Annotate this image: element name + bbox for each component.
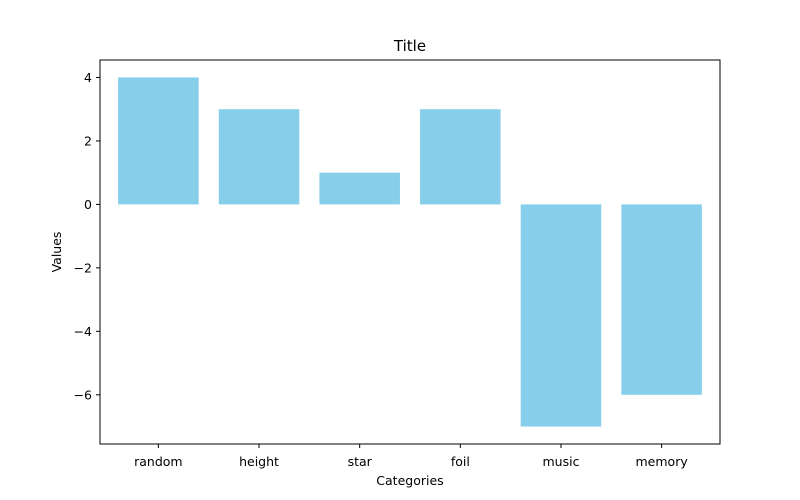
y-tick-label: 2 xyxy=(84,133,92,148)
y-tick-label: −4 xyxy=(74,324,92,339)
y-tick-label: −6 xyxy=(74,387,92,402)
y-axis-title: Values xyxy=(49,232,64,273)
bar-foil xyxy=(420,109,501,205)
y-tick-label: −2 xyxy=(74,260,92,275)
x-tick-label-foil: foil xyxy=(451,454,470,469)
bar-music xyxy=(520,204,602,427)
y-axis: 4 2 0 −2 −4 −6 xyxy=(74,70,100,402)
bars-layer xyxy=(118,77,702,427)
x-tick-label-random: random xyxy=(134,454,182,469)
y-tick-label: 0 xyxy=(84,197,92,212)
chart-title: Title xyxy=(393,37,426,55)
x-tick-label-star: star xyxy=(348,454,373,469)
bar-random xyxy=(118,77,199,205)
x-tick-label-memory: memory xyxy=(636,454,689,469)
bar-height xyxy=(218,109,300,205)
x-tick-label-height: height xyxy=(239,454,279,469)
plot-frame xyxy=(99,59,721,445)
bar-star xyxy=(319,172,400,205)
x-axis: random height star foil music memory xyxy=(134,444,688,469)
x-axis-title: Categories xyxy=(376,473,443,488)
y-tick-label: 4 xyxy=(84,70,92,85)
x-tick-label-music: music xyxy=(542,454,579,469)
bar-memory xyxy=(621,204,702,395)
